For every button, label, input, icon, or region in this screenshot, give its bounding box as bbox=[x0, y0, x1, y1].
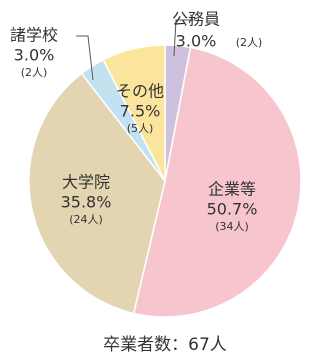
slice-value: 3.0% bbox=[14, 46, 55, 65]
slice-count: (2人) bbox=[236, 36, 263, 49]
pie-slice bbox=[132, 46, 302, 318]
leader-line bbox=[173, 19, 193, 57]
slice-label: 企業等 bbox=[208, 180, 256, 199]
slice-label: 諸学校 bbox=[10, 26, 58, 45]
slice-label: その他 bbox=[116, 82, 164, 101]
slice-value: 50.7% bbox=[207, 200, 258, 219]
slice-value: 3.0% bbox=[176, 32, 217, 51]
slice-label: 大学院 bbox=[62, 173, 110, 192]
pie-slice bbox=[28, 72, 166, 315]
slice-value: 35.8% bbox=[61, 193, 112, 212]
slice-label: 公務員 bbox=[172, 10, 220, 29]
slice-count: (2人) bbox=[21, 66, 48, 79]
pie-slice bbox=[102, 44, 166, 182]
slice-count: (24人) bbox=[69, 213, 103, 226]
slice-count: (5人) bbox=[127, 122, 154, 135]
slice-value: 7.5% bbox=[120, 102, 161, 121]
slice-count: (34人) bbox=[215, 220, 249, 233]
total-note: 卒業者数：67人 bbox=[103, 335, 227, 355]
pie bbox=[28, 44, 302, 318]
leader-line bbox=[76, 35, 94, 81]
